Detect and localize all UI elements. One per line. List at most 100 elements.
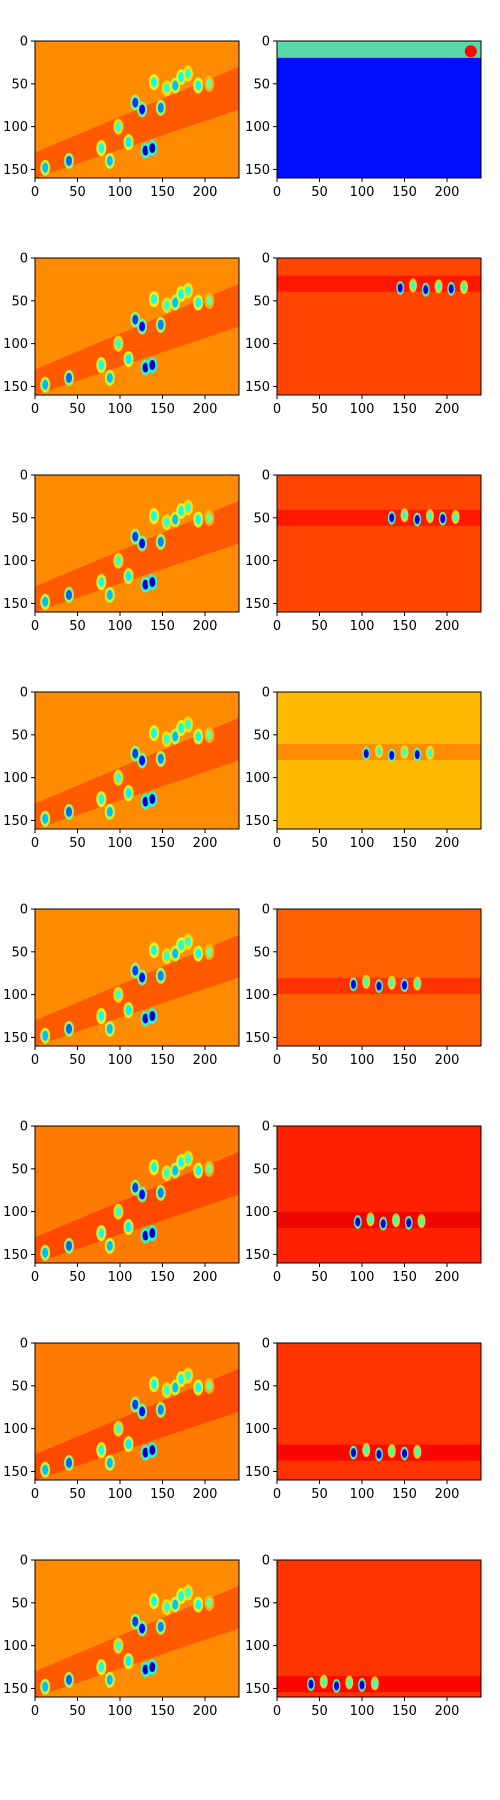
heatmap-blob-core — [428, 512, 433, 521]
heatmap-blob-core — [42, 1031, 48, 1041]
heatmap-blob-core — [185, 720, 191, 730]
left-heatmap-image — [35, 909, 239, 1046]
heatmap-blob-core — [107, 1675, 113, 1685]
x-tick-label: 200 — [193, 619, 218, 634]
y-tick-label: 150 — [245, 814, 270, 829]
x-tick-label: 0 — [273, 402, 281, 417]
x-tick-label: 200 — [193, 1270, 218, 1285]
heatmap-blob-core — [195, 1383, 201, 1393]
heatmap-blob-core — [206, 1164, 212, 1174]
x-tick-label: 0 — [31, 836, 39, 851]
heatmap-blob-core — [149, 1662, 155, 1672]
x-tick-label: 150 — [392, 1487, 417, 1502]
heatmap-blob-core — [195, 81, 201, 91]
x-tick-label: 50 — [311, 1704, 328, 1719]
y-tick-label: 100 — [3, 988, 28, 1003]
x-tick-label: 200 — [193, 185, 218, 200]
x-tick-label: 0 — [31, 185, 39, 200]
heatmap-blob-core — [98, 577, 104, 587]
x-tick-label: 100 — [108, 1270, 133, 1285]
y-tick-label: 150 — [245, 1682, 270, 1697]
x-tick-label: 50 — [311, 1053, 328, 1068]
x-tick-label: 50 — [69, 1270, 86, 1285]
x-tick-label: 0 — [273, 1270, 281, 1285]
x-tick-label: 50 — [69, 402, 86, 417]
heatmap-blob-core — [377, 747, 382, 756]
x-tick-label: 100 — [108, 1487, 133, 1502]
x-tick-label: 0 — [31, 402, 39, 417]
heatmap-blob-core — [126, 571, 132, 581]
x-tick-label: 200 — [435, 619, 460, 634]
heatmap-blob-core — [415, 979, 420, 988]
heatmap-blob-core — [132, 1400, 138, 1410]
x-tick-label: 150 — [150, 402, 175, 417]
heatmap-blob-core — [126, 137, 132, 147]
heatmap-blob-core — [139, 1190, 145, 1200]
heatmap-blob-core — [158, 320, 164, 330]
heatmap-blob-core — [126, 1005, 132, 1015]
heatmap-blob-core — [195, 515, 201, 525]
heatmap-blob-core — [164, 517, 170, 527]
heatmap-blob-core — [158, 537, 164, 547]
heatmap-band — [277, 1212, 481, 1228]
x-tick-label: 100 — [350, 836, 375, 851]
heatmap-blob-core — [377, 1450, 382, 1459]
y-tick-label: 0 — [20, 252, 28, 267]
heatmap-blob-core — [107, 807, 113, 817]
y-tick-label: 0 — [20, 903, 28, 918]
heatmap-blob-core — [126, 1439, 132, 1449]
heatmap-blob-core — [139, 322, 145, 332]
x-tick-label: 150 — [150, 185, 175, 200]
heatmap-blob-core — [185, 286, 191, 296]
heatmap-blob-core — [462, 283, 467, 292]
heatmap-blob-core — [132, 1183, 138, 1193]
heatmap-blob-core — [115, 556, 121, 566]
panel-right-row-8: 0 50 100 150 200050100150 — [245, 1554, 481, 1720]
y-tick-label: 50 — [253, 945, 270, 960]
heatmap-blob-core — [66, 807, 72, 817]
heatmap-blob-core — [185, 503, 191, 513]
y-tick-label: 50 — [253, 1379, 270, 1394]
x-tick-label: 50 — [311, 619, 328, 634]
x-tick-label: 50 — [69, 185, 86, 200]
heatmap-blob-core — [206, 730, 212, 740]
y-tick-label: 50 — [253, 77, 270, 92]
heatmap-blob-core — [436, 282, 441, 291]
x-tick-label: 200 — [435, 185, 460, 200]
heatmap-blob-core — [334, 1681, 339, 1690]
heatmap-blob-core — [164, 951, 170, 961]
heatmap-background — [277, 475, 481, 612]
y-tick-label: 50 — [11, 1379, 28, 1394]
heatmap-blob-core — [66, 1675, 72, 1685]
heatmap-blob-core — [107, 373, 113, 383]
y-tick-label: 150 — [3, 380, 28, 395]
x-tick-label: 150 — [392, 619, 417, 634]
heatmap-blob-core — [151, 945, 157, 955]
heatmap-blob-core — [406, 1218, 411, 1227]
heatmap-blob-core — [206, 1381, 212, 1391]
heatmap-blob-core — [66, 590, 72, 600]
x-tick-label: 100 — [108, 1704, 133, 1719]
heatmap-blob-core — [139, 105, 145, 115]
y-tick-label: 50 — [11, 945, 28, 960]
y-tick-label: 50 — [253, 1596, 270, 1611]
y-tick-label: 0 — [20, 1120, 28, 1135]
y-tick-label: 50 — [11, 1162, 28, 1177]
panel-right-row-3: 0 50 100 150 200050100150 — [245, 469, 481, 635]
heatmap-blob-core — [139, 1407, 145, 1417]
heatmap-blob-core — [389, 1446, 394, 1455]
heatmap-blob-core — [185, 1371, 191, 1381]
heatmap-blob-core — [132, 749, 138, 759]
heatmap-blob-core — [185, 1588, 191, 1598]
x-tick-label: 150 — [150, 1487, 175, 1502]
x-tick-label: 0 — [31, 1704, 39, 1719]
x-tick-label: 100 — [108, 402, 133, 417]
y-tick-label: 50 — [11, 77, 28, 92]
heatmap-blob-core — [321, 1677, 326, 1686]
right-heatmap-image — [277, 475, 481, 612]
heatmap-blob-core — [151, 1162, 157, 1172]
right-heatmap-image — [277, 692, 481, 829]
y-tick-label: 50 — [253, 511, 270, 526]
heatmap-blob-core — [372, 1679, 377, 1688]
